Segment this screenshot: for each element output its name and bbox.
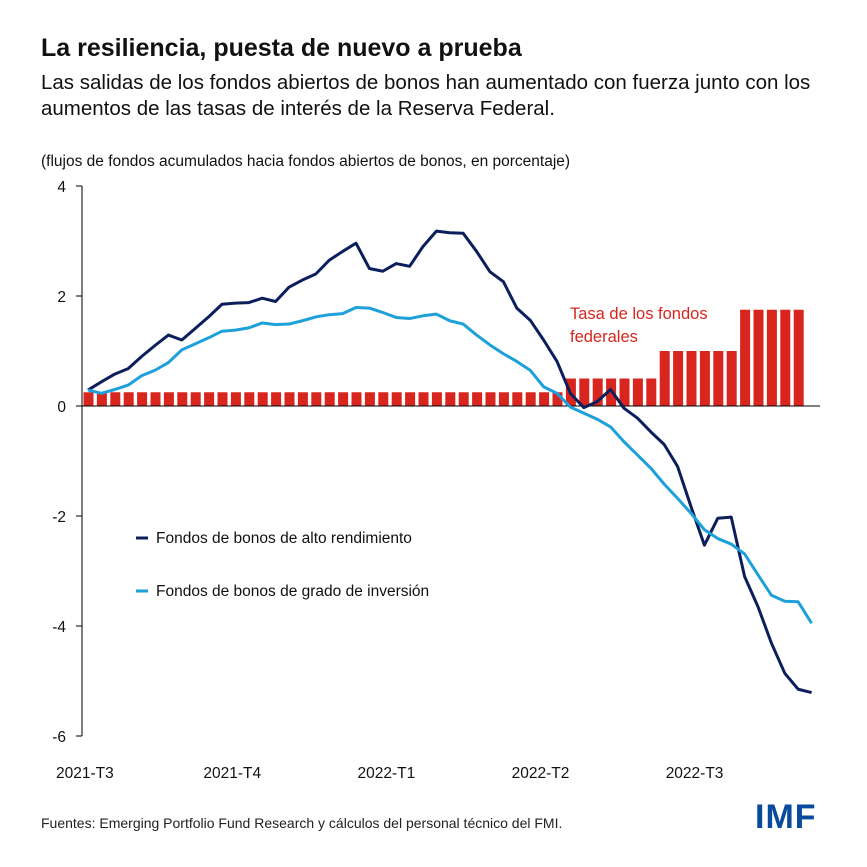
fed-rate-bar <box>284 392 295 406</box>
fed-rate-bar <box>338 392 349 406</box>
fed-rate-bar <box>230 392 241 406</box>
fed-rate-bar <box>110 392 121 406</box>
fed-rate-bar <box>780 309 791 406</box>
fed-rate-bar <box>458 392 469 406</box>
fed-rate-bar <box>137 392 148 406</box>
y-tick-label: 2 <box>57 289 66 306</box>
chart-title: La resiliencia, puesta de nuevo a prueba <box>41 34 522 62</box>
y-tick-label: -2 <box>52 509 66 526</box>
y-tick-label: -6 <box>52 729 66 746</box>
fed-rate-bar <box>485 392 496 406</box>
fed-rate-bar <box>244 392 255 406</box>
bar-annotation-line: federales <box>570 328 638 346</box>
fed-rate-bar <box>364 392 375 406</box>
y-tick-label: 4 <box>57 179 66 196</box>
x-tick-label: 2022-T3 <box>666 765 724 782</box>
fed-rate-bar <box>123 392 134 406</box>
fed-rate-bar <box>686 351 697 406</box>
x-tick-label: 2021-T4 <box>203 765 261 782</box>
fed-rate-bar <box>311 392 322 406</box>
legend-label: Fondos de bonos de grado de inversión <box>156 583 429 600</box>
fed-rate-bar <box>753 309 764 406</box>
legend-label: Fondos de bonos de alto rendimiento <box>156 530 412 547</box>
bar-annotation-line: Tasa de los fondos <box>570 305 708 323</box>
fed-rate-bar <box>271 392 282 406</box>
fed-rate-bar <box>445 392 456 406</box>
fed-rate-bar <box>619 378 630 406</box>
fed-rate-bar <box>713 351 724 406</box>
fed-rate-bar <box>646 378 657 406</box>
series-line-investment-grade <box>87 306 813 625</box>
x-tick-label: 2021-T3 <box>56 765 114 782</box>
fed-rate-bar <box>793 309 804 406</box>
fed-rate-bar <box>96 392 107 406</box>
x-tick-label: 2022-T2 <box>512 765 570 782</box>
fed-rate-bar <box>699 351 710 406</box>
fed-rate-bar <box>204 392 215 406</box>
y-tick-label: -4 <box>52 619 66 636</box>
fed-rate-bar <box>391 392 402 406</box>
fed-rate-bar <box>418 392 429 406</box>
fed-rate-bar <box>150 392 161 406</box>
imf-logo: IMF <box>755 798 817 836</box>
fed-rate-bar <box>579 378 590 406</box>
fed-rate-bar <box>83 392 94 406</box>
fed-rate-bar <box>632 378 643 406</box>
source-note: Fuentes: Emerging Portfolio Fund Researc… <box>41 815 563 831</box>
fed-rate-bar <box>552 392 563 406</box>
fed-rate-bar <box>405 392 416 406</box>
x-tick-label: 2022-T1 <box>358 765 416 782</box>
fed-rate-bar <box>217 392 228 406</box>
chart-subtitle: Las salidas de los fondos abiertos de bo… <box>41 71 811 120</box>
fed-rate-bar <box>190 392 201 406</box>
y-tick-label: 0 <box>57 399 66 416</box>
fed-rate-bar <box>472 392 483 406</box>
fed-rate-bar <box>592 378 603 406</box>
fed-rate-bar <box>257 392 268 406</box>
fed-rate-bar <box>498 392 509 406</box>
fed-rate-bar <box>324 392 335 406</box>
chart-unit-note: (flujos de fondos acumulados hacia fondo… <box>41 153 571 170</box>
fed-rate-bar <box>740 309 751 406</box>
fed-rate-bar <box>177 392 188 406</box>
fed-rate-bar <box>297 392 308 406</box>
fed-rate-bar <box>673 351 684 406</box>
fed-rate-bar <box>539 392 550 406</box>
fed-rate-bar <box>726 351 737 406</box>
fed-rate-bar <box>766 309 777 406</box>
fed-rate-bar <box>659 351 670 406</box>
fed-rate-bar <box>431 392 442 406</box>
fed-rate-bar <box>512 392 523 406</box>
fed-rate-bar <box>351 392 362 406</box>
fed-rate-bar <box>378 392 389 406</box>
series-line-high-yield <box>87 229 812 695</box>
fed-rate-bar <box>525 392 536 406</box>
fed-rate-bar <box>163 392 174 406</box>
